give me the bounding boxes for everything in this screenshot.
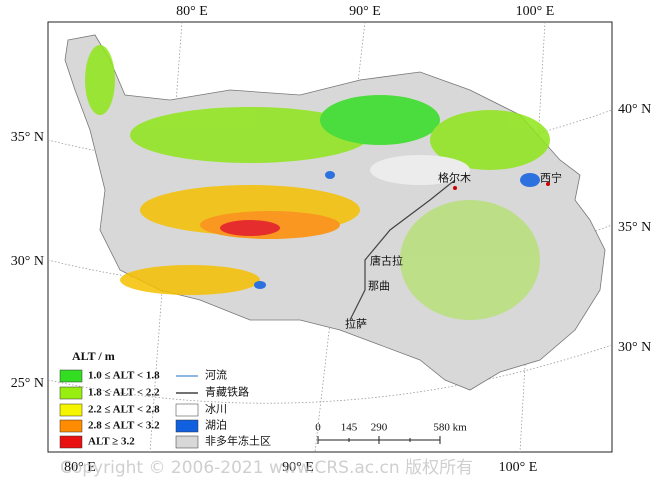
lat-label: 25° N bbox=[11, 376, 44, 391]
legend-label: 2.2 ≤ ALT < 2.8 bbox=[88, 404, 160, 416]
place-label: 那曲 bbox=[368, 280, 390, 293]
scale-label: 0 bbox=[315, 422, 321, 434]
lon-label: 100° E bbox=[516, 4, 555, 19]
legend-swatch bbox=[175, 419, 199, 433]
lon-label: 90° E bbox=[349, 4, 381, 19]
legend-label: ALT ≥ 3.2 bbox=[88, 436, 135, 448]
place-label: 拉萨 bbox=[345, 317, 367, 331]
railway bbox=[349, 179, 456, 321]
legend-swatch bbox=[59, 369, 83, 383]
legend-label: 2.8 ≤ ALT < 3.2 bbox=[88, 420, 160, 432]
lon-label: 90° E bbox=[282, 460, 314, 475]
place-label: 西宁 bbox=[540, 171, 562, 185]
scale-label: 290 bbox=[371, 422, 388, 434]
scale-label: 580 km bbox=[433, 422, 467, 434]
lat-label: 30° N bbox=[618, 340, 651, 355]
legend-label: 非多年冻土区 bbox=[205, 434, 271, 448]
legend-swatch bbox=[59, 386, 83, 400]
place-dot bbox=[546, 182, 550, 186]
legend-swatch bbox=[175, 435, 199, 449]
permafrost-patches bbox=[85, 45, 550, 320]
lat-label: 35° N bbox=[11, 130, 44, 145]
legend-swatch bbox=[59, 403, 83, 417]
legend-swatch bbox=[175, 403, 199, 417]
watermark: Copyright © 2006-2021 www.CRS.ac.cn 版权所有 bbox=[60, 458, 473, 478]
legend-label: 1.0 ≤ ALT < 1.8 bbox=[88, 370, 160, 382]
lon-label: 100° E bbox=[499, 460, 538, 475]
legend-label: 湖泊 bbox=[205, 419, 227, 432]
graticule-labels: 80° E 90° E 100° E 80° E 90° E 100° E 35… bbox=[11, 4, 651, 475]
place-label: 格尔木 bbox=[438, 171, 471, 185]
scale-bar: 0 145 290 580 km bbox=[315, 422, 467, 444]
legend-label: 青藏铁路 bbox=[205, 386, 249, 399]
legend-label: 河流 bbox=[205, 368, 227, 382]
lon-label: 80° E bbox=[64, 460, 96, 475]
legend-label: 1.8 ≤ ALT < 2.2 bbox=[88, 387, 160, 399]
place-dot bbox=[453, 186, 457, 190]
legend-title: ALT / m bbox=[72, 349, 115, 363]
lat-label: 30° N bbox=[11, 254, 44, 269]
place-label: 唐古拉 bbox=[370, 254, 403, 268]
lat-label: 40° N bbox=[618, 102, 651, 117]
legend-swatch bbox=[59, 419, 83, 433]
legend-label: 冰川 bbox=[205, 403, 227, 416]
places: 格尔木 西宁 唐古拉 那曲 拉萨 bbox=[345, 171, 562, 331]
legend: ALT / m 1.0 ≤ ALT < 1.8 1.8 ≤ ALT < 2.2 2.… bbox=[59, 349, 271, 449]
legend-swatch bbox=[59, 435, 83, 449]
lon-label: 80° E bbox=[176, 4, 208, 19]
lat-label: 35° N bbox=[618, 220, 651, 235]
scale-label: 145 bbox=[341, 422, 358, 434]
